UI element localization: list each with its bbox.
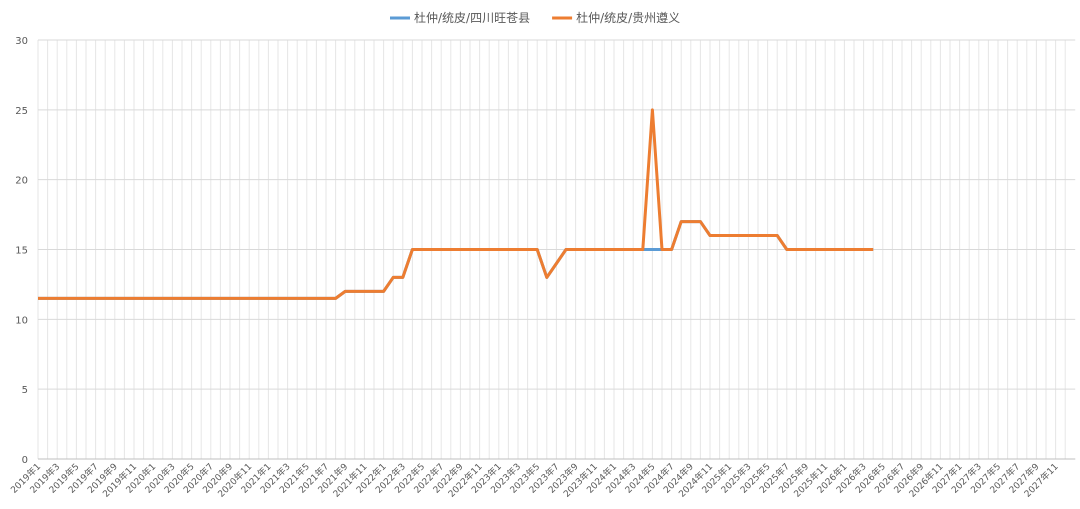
legend-label: 杜仲/统皮/贵州遵义 [576, 10, 680, 25]
y-tick-label: 10 [15, 315, 28, 326]
y-tick-label: 30 [15, 36, 28, 47]
y-tick-label: 0 [22, 455, 28, 466]
y-tick-label: 25 [15, 106, 28, 117]
y-tick-label: 15 [15, 246, 28, 257]
y-tick-label: 5 [22, 385, 28, 396]
y-tick-label: 20 [15, 176, 28, 187]
series-line [38, 108, 874, 300]
legend-label: 杜仲/统皮/四川旺苍县 [414, 10, 530, 25]
